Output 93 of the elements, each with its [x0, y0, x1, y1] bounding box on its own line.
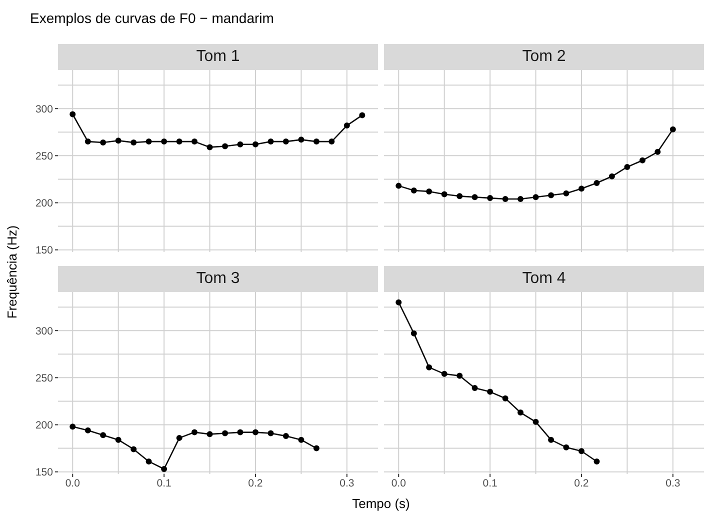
point	[115, 436, 122, 443]
point	[359, 112, 366, 118]
point	[237, 429, 244, 436]
point	[502, 395, 508, 402]
x-tick-label: 0.1	[156, 477, 172, 490]
point	[410, 330, 417, 336]
y-tick-label: 200	[35, 197, 54, 210]
point	[115, 138, 122, 144]
y-tick-label: 150	[35, 466, 54, 479]
point	[396, 299, 402, 306]
point	[298, 136, 304, 143]
y-tick-label: 300	[35, 103, 54, 116]
point	[344, 122, 350, 129]
point	[441, 191, 448, 198]
point	[518, 196, 524, 202]
point	[268, 430, 274, 436]
point	[654, 148, 661, 155]
x-axis-title: Tempo (s)	[352, 496, 410, 511]
point	[70, 111, 76, 118]
point	[548, 436, 554, 443]
point	[456, 372, 463, 379]
x-tick-label: 0.2	[248, 477, 263, 490]
point	[578, 448, 584, 454]
point	[410, 188, 417, 194]
x-tick-label: 0.3	[340, 477, 354, 490]
point	[532, 418, 539, 425]
point	[608, 173, 615, 180]
y-tick-label: 150	[35, 244, 54, 257]
point	[313, 138, 320, 145]
y-tick-label: 250	[35, 150, 54, 162]
point	[426, 188, 432, 194]
point	[639, 157, 646, 164]
point	[426, 364, 432, 370]
point	[100, 140, 106, 146]
point	[84, 427, 91, 434]
point	[237, 141, 244, 148]
point	[563, 444, 570, 450]
point	[502, 196, 508, 202]
point	[441, 370, 448, 377]
point	[176, 434, 182, 441]
point	[282, 138, 289, 145]
point	[176, 138, 182, 145]
point	[161, 138, 168, 145]
y-tick-label: 300	[35, 325, 54, 338]
point	[100, 432, 106, 438]
point	[624, 164, 630, 170]
point	[563, 190, 570, 196]
point	[130, 140, 137, 146]
point	[518, 410, 524, 416]
point	[282, 433, 289, 440]
point	[130, 446, 137, 452]
point	[192, 429, 198, 436]
point	[594, 458, 600, 464]
y-tick-label: 200	[35, 419, 54, 432]
y-axis-title: Frequência (Hz)	[4, 225, 20, 319]
chart-title: Tom 3	[58, 266, 378, 292]
point	[670, 126, 676, 132]
point	[487, 388, 494, 395]
point	[313, 445, 320, 452]
point	[594, 180, 600, 186]
point	[192, 138, 198, 145]
point	[222, 430, 228, 436]
point	[298, 436, 304, 443]
x-tick-label: 0.3	[666, 477, 680, 490]
point	[206, 144, 213, 150]
point	[84, 138, 91, 145]
y-tick-label: 250	[35, 372, 54, 384]
point	[70, 424, 76, 430]
point	[487, 195, 494, 202]
point	[146, 458, 152, 464]
point	[161, 466, 168, 472]
chart-title: Tom 2	[384, 44, 704, 70]
text: Exemplos de curvas de F0 − mandarim	[30, 10, 274, 26]
point	[578, 186, 584, 192]
x-tick-label: 0.1	[482, 477, 498, 490]
point	[472, 385, 478, 392]
x-tick-label: 0.0	[391, 477, 406, 490]
x-tick-label: 0.2	[574, 477, 589, 490]
point	[456, 193, 463, 200]
point	[548, 192, 554, 198]
point	[396, 182, 402, 189]
point	[268, 138, 274, 145]
point	[252, 141, 258, 148]
point	[328, 138, 335, 145]
point	[472, 194, 478, 200]
point	[146, 138, 152, 145]
point	[252, 429, 258, 436]
point	[222, 143, 228, 150]
chart-title: Tom 1	[58, 44, 378, 70]
chart-title: Tom 4	[384, 266, 704, 292]
point	[206, 431, 213, 438]
point	[532, 194, 539, 200]
x-tick-label: 0.0	[65, 477, 80, 490]
